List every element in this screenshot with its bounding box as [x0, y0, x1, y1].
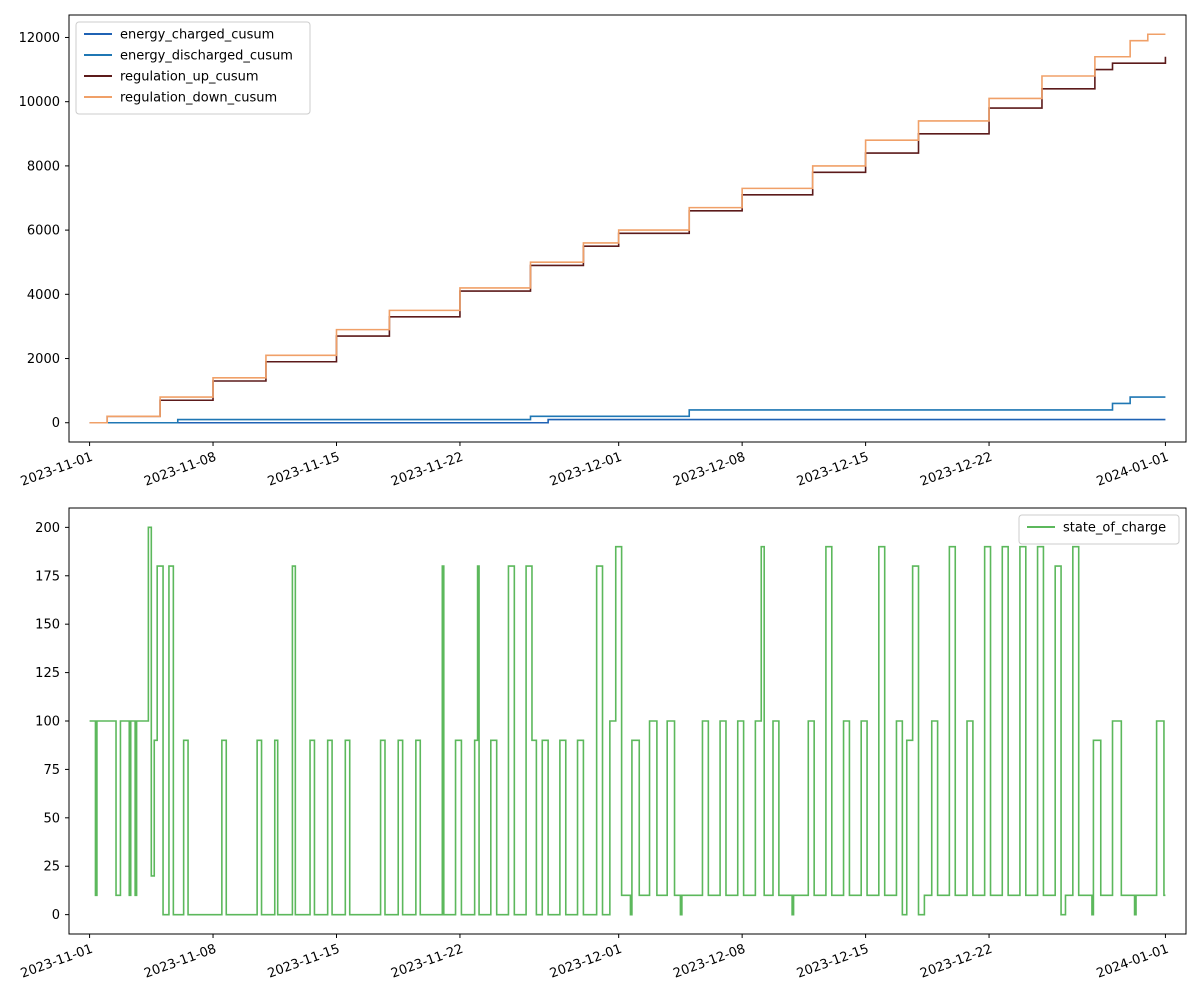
- series-line-energy-discharged-cusum: [89, 396, 1166, 424]
- series-line-state-of-charge: [89, 526, 1166, 916]
- legend-entry: energy_discharged_cusum: [120, 49, 293, 64]
- x-tick-label: 2023-11-01: [19, 450, 95, 490]
- legend-box: [75, 21, 311, 115]
- y-tick-label: 4000: [27, 288, 60, 303]
- y-tick-label: 6000: [27, 224, 60, 239]
- x-tick-label: 2023-12-01: [548, 450, 624, 490]
- y-tick-label: 150: [35, 618, 60, 633]
- legend-entry: regulation_up_cusum: [120, 70, 259, 85]
- x-tick-label: 2023-12-15: [795, 450, 871, 490]
- y-tick-label: 10000: [19, 95, 60, 110]
- x-tick-label: 2023-12-08: [671, 450, 747, 490]
- x-tick-label: 2023-12-08: [671, 942, 747, 982]
- chart-state-of-charge: 0 25 50 75 100 125 150 175 200 2023-11-01 2023-11-…: [19, 507, 1187, 982]
- legend: state_of_charge: [1018, 514, 1180, 545]
- x-tick-label: 2023-12-22: [918, 942, 994, 982]
- y-tick-label: 8000: [27, 159, 60, 174]
- x-tick-label: 2023-12-01: [548, 942, 624, 982]
- legend-entry: state_of_charge: [1063, 521, 1166, 536]
- x-tick-label: 2023-11-15: [266, 942, 342, 982]
- legend: energy_charged_cusum energy_discharged_cu…: [75, 21, 311, 115]
- legend-box: [1018, 514, 1180, 545]
- x-tick-label: 2023-11-22: [389, 942, 465, 982]
- y-tick-label: 2000: [27, 352, 60, 367]
- y-tick-label: 175: [35, 569, 60, 584]
- plot-lines: [89, 526, 1166, 916]
- x-tick-label: 2023-11-08: [142, 942, 218, 982]
- x-tick-label: 2023-12-15: [795, 942, 871, 982]
- y-tick-label: 100: [35, 715, 60, 730]
- y-tick-label: 200: [35, 521, 60, 536]
- y-tick-label: 75: [43, 763, 60, 778]
- axes-frame: [68, 507, 1187, 935]
- x-tick-label: 2024-01-01: [1095, 942, 1171, 982]
- y-tick-label: 12000: [19, 31, 60, 46]
- series-line-regulation-up-cusum: [89, 56, 1167, 424]
- legend-entry: regulation_down_cusum: [120, 91, 277, 106]
- x-tick-label: 2023-12-22: [918, 450, 994, 490]
- y-tick-label: 125: [35, 666, 60, 681]
- y-tick-label: 50: [43, 811, 60, 826]
- series-line-energy-charged-cusum: [89, 418, 1166, 424]
- x-tick-label: 2023-11-15: [266, 450, 342, 490]
- axes-frame: [68, 14, 1187, 443]
- x-tick-label: 2023-11-01: [19, 942, 95, 982]
- x-tick-label: 2023-11-08: [142, 450, 218, 490]
- y-tick-label: 0: [52, 908, 60, 923]
- y-tick-label: 0: [52, 416, 60, 431]
- plot-lines: [89, 33, 1167, 424]
- series-line-regulation-down-cusum: [89, 33, 1166, 424]
- x-tick-label: 2024-01-01: [1095, 450, 1171, 490]
- y-tick-label: 25: [43, 860, 60, 875]
- legend-entry: energy_charged_cusum: [120, 28, 274, 43]
- chart-cumulative-energy-and-regulation: 0 2000 4000 6000 8000 10000 12000 2023-11-01 202…: [19, 14, 1187, 490]
- x-tick-label: 2023-11-22: [389, 450, 465, 490]
